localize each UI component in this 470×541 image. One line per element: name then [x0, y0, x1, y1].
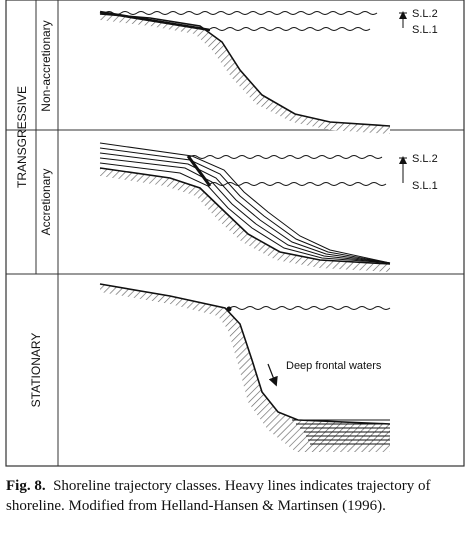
basin-substrate: [100, 14, 390, 134]
sea-level-1: [209, 182, 387, 186]
basin-fill-layers: [292, 419, 390, 445]
figure-number: Fig. 8.: [6, 478, 46, 494]
figure-caption: Fig. 8. Shoreline trajectory classes. He…: [6, 476, 464, 516]
sl1-label: S.L.1: [412, 24, 438, 36]
accretionary-label: Accretionary: [39, 169, 53, 236]
sea-level-2: [189, 155, 383, 159]
flow-arrow: [267, 363, 278, 387]
stationary-panel: Deep frontal waters: [99, 283, 391, 452]
seafloor-profile: [99, 283, 391, 425]
trajectory-diagram: TRANSGRESSIVE Non-accretionary Accretion…: [5, 0, 465, 467]
sl1-label: S.L.1: [412, 180, 438, 192]
sea-level-2: [104, 11, 378, 15]
panel-frame: [5, 0, 465, 467]
shoreline-trajectory: [99, 10, 211, 32]
non-accretionary-label: Non-accretionary: [39, 20, 53, 111]
shoreline-trajectory: [186, 155, 212, 187]
accretionary-panel: S.L.2 S.L.1: [99, 142, 438, 272]
sea-level-1: [209, 27, 371, 31]
shoreline-point: [226, 306, 232, 312]
basin-substrate: [100, 284, 390, 452]
seafloor-profile: [99, 167, 391, 265]
transgressive-label: TRANSGRESSIVE: [15, 86, 29, 188]
caption-text: Shoreline trajectory classes. Heavy line…: [6, 478, 431, 514]
seafloor-profile: [99, 13, 391, 127]
sea-level: [229, 306, 391, 310]
stationary-label: STATIONARY: [29, 333, 43, 408]
sl2-label: S.L.2: [412, 153, 438, 165]
sl2-label: S.L.2: [412, 8, 438, 20]
deep-frontal-waters-label: Deep frontal waters: [286, 360, 382, 372]
basin-substrate: [100, 168, 390, 272]
accreted-layers: [99, 142, 391, 264]
non-accretionary-panel: S.L.2 S.L.1: [99, 8, 438, 134]
